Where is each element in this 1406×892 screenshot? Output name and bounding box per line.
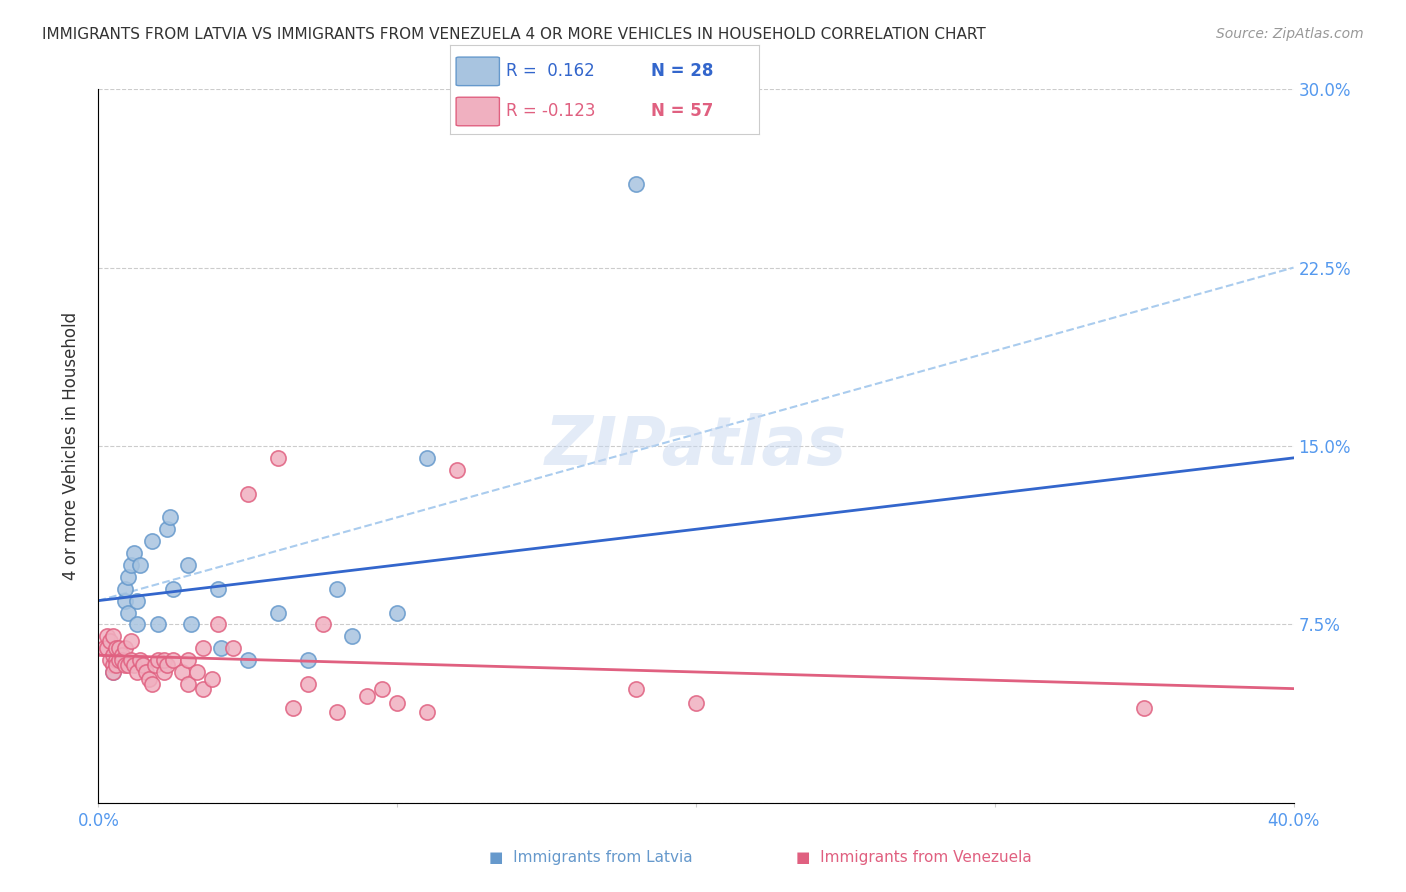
Point	[236, 653, 259, 667]
Point	[103, 665, 125, 679]
Point	[267, 450, 290, 465]
Point	[446, 463, 468, 477]
Point	[129, 653, 152, 667]
Point	[124, 546, 146, 560]
Point	[356, 689, 378, 703]
Point	[162, 582, 184, 596]
Point	[98, 634, 122, 648]
Point	[120, 634, 142, 648]
Point	[186, 665, 208, 679]
Point	[135, 665, 157, 679]
Point	[297, 677, 319, 691]
Text: N = 57: N = 57	[651, 103, 713, 120]
Point	[385, 696, 409, 710]
Text: ■  Immigrants from Venezuela: ■ Immigrants from Venezuela	[796, 850, 1032, 865]
Point	[207, 617, 229, 632]
Point	[103, 629, 125, 643]
Text: IMMIGRANTS FROM LATVIA VS IMMIGRANTS FROM VENEZUELA 4 OR MORE VEHICLES IN HOUSEH: IMMIGRANTS FROM LATVIA VS IMMIGRANTS FRO…	[42, 27, 986, 42]
Point	[127, 617, 149, 632]
Point	[117, 657, 139, 672]
Point	[148, 653, 170, 667]
Point	[191, 681, 214, 696]
Point	[98, 653, 122, 667]
Point	[105, 653, 128, 667]
Point	[159, 510, 181, 524]
Point	[105, 641, 128, 656]
Point	[267, 606, 290, 620]
FancyBboxPatch shape	[456, 97, 499, 126]
Text: ZIPatlas: ZIPatlas	[546, 413, 846, 479]
Point	[96, 641, 118, 656]
Point	[141, 677, 163, 691]
Point	[103, 665, 125, 679]
Point	[103, 657, 125, 672]
Point	[311, 617, 333, 632]
Point	[132, 657, 155, 672]
Point	[371, 681, 394, 696]
Point	[156, 657, 179, 672]
Point	[148, 617, 170, 632]
Point	[111, 648, 134, 663]
Point	[153, 665, 176, 679]
Point	[127, 665, 149, 679]
Point	[385, 606, 409, 620]
Point	[143, 657, 166, 672]
Point	[201, 672, 224, 686]
Point	[180, 617, 202, 632]
Point	[96, 629, 118, 643]
Point	[209, 641, 232, 656]
Point	[138, 672, 160, 686]
Point	[162, 653, 184, 667]
Point	[111, 653, 134, 667]
Point	[191, 641, 214, 656]
Point	[108, 653, 131, 667]
Point	[1133, 700, 1156, 714]
Point	[127, 593, 149, 607]
Point	[342, 629, 364, 643]
Point	[105, 657, 128, 672]
Point	[108, 641, 131, 656]
Text: R =  0.162: R = 0.162	[506, 62, 595, 80]
Point	[93, 641, 115, 656]
Point	[685, 696, 707, 710]
Y-axis label: 4 or more Vehicles in Household: 4 or more Vehicles in Household	[62, 312, 80, 580]
Point	[326, 582, 349, 596]
Point	[124, 657, 146, 672]
Text: ■  Immigrants from Latvia: ■ Immigrants from Latvia	[489, 850, 692, 865]
Point	[114, 657, 136, 672]
Text: N = 28: N = 28	[651, 62, 713, 80]
Point	[177, 653, 200, 667]
Text: R = -0.123: R = -0.123	[506, 103, 595, 120]
Point	[416, 450, 439, 465]
Point	[114, 641, 136, 656]
Point	[416, 706, 439, 720]
Point	[281, 700, 304, 714]
Point	[117, 570, 139, 584]
Point	[297, 653, 319, 667]
Point	[114, 582, 136, 596]
Point	[103, 648, 125, 663]
Point	[626, 681, 648, 696]
Point	[207, 582, 229, 596]
Point	[222, 641, 245, 656]
FancyBboxPatch shape	[456, 57, 499, 86]
Point	[626, 178, 648, 192]
Point	[129, 558, 152, 572]
Point	[111, 653, 134, 667]
Point	[177, 677, 200, 691]
Point	[120, 653, 142, 667]
Point	[153, 653, 176, 667]
Point	[117, 606, 139, 620]
Point	[114, 593, 136, 607]
Point	[326, 706, 349, 720]
Point	[177, 558, 200, 572]
Point	[236, 486, 259, 500]
Text: Source: ZipAtlas.com: Source: ZipAtlas.com	[1216, 27, 1364, 41]
Point	[141, 534, 163, 549]
Point	[120, 558, 142, 572]
Point	[156, 522, 179, 536]
Point	[172, 665, 194, 679]
